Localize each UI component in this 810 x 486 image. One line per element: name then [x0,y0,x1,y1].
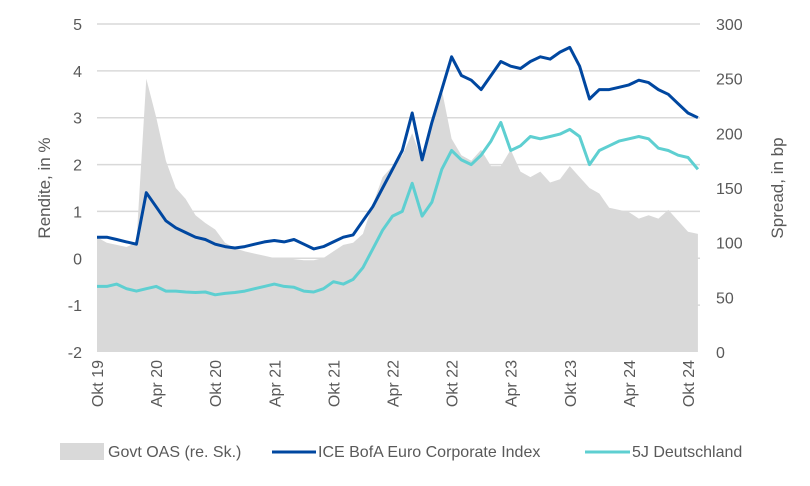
legend-label-5j-deutschland: 5J Deutschland [632,444,742,461]
legend-swatch-govt-oas [60,443,104,460]
y-tick-label-right: 250 [716,72,743,89]
x-tick-label: Okt 21 [326,360,343,407]
y-tick-label-right: 0 [716,345,725,362]
x-tick-label: Apr 23 [504,360,521,407]
x-tick-label: Okt 23 [563,360,580,407]
y-tick-label-right: 100 [716,236,743,253]
x-tick-label: Okt 24 [681,360,698,407]
y-tick-label-left: 5 [73,17,82,34]
x-tick-label: Apr 24 [622,360,639,407]
x-tick-label: Okt 20 [208,360,225,407]
legend-label-govt-oas: Govt OAS (re. Sk.) [108,444,241,461]
x-tick-label: Apr 22 [386,360,403,407]
y-tick-label-left: 3 [73,111,82,128]
y-tick-label-left: -1 [68,298,82,315]
y-tick-label-left: 2 [73,158,82,175]
y-tick-label-left: 0 [73,251,82,268]
y-tick-label-left: -2 [68,345,82,362]
legend: Govt OAS (re. Sk.) ICE BofA Euro Corpora… [60,443,742,461]
y-tick-label-left: 4 [73,64,82,81]
y-tick-label-right: 50 [716,290,734,307]
y-tick-label-left: 1 [73,204,82,221]
y-axis-title-left: Rendite, in % [35,137,54,238]
x-tick-label: Apr 20 [149,360,166,407]
series-lines [97,45,700,297]
x-tick-label: Okt 22 [445,360,462,407]
y-tick-label-right: 300 [716,17,743,34]
y-tick-label-right: 150 [716,181,743,198]
gridlines [97,23,700,306]
legend-label-ice-bofa: ICE BofA Euro Corporate Index [318,444,540,461]
series-line-ice-bofa [97,45,699,251]
x-tick-label: Okt 19 [90,360,107,407]
y-axis-title-right: Spread, in bp [768,137,787,238]
x-tick-label: Apr 21 [267,360,284,407]
y-tick-label-right: 200 [716,126,743,143]
series-line-5j-deutschland [97,120,700,297]
